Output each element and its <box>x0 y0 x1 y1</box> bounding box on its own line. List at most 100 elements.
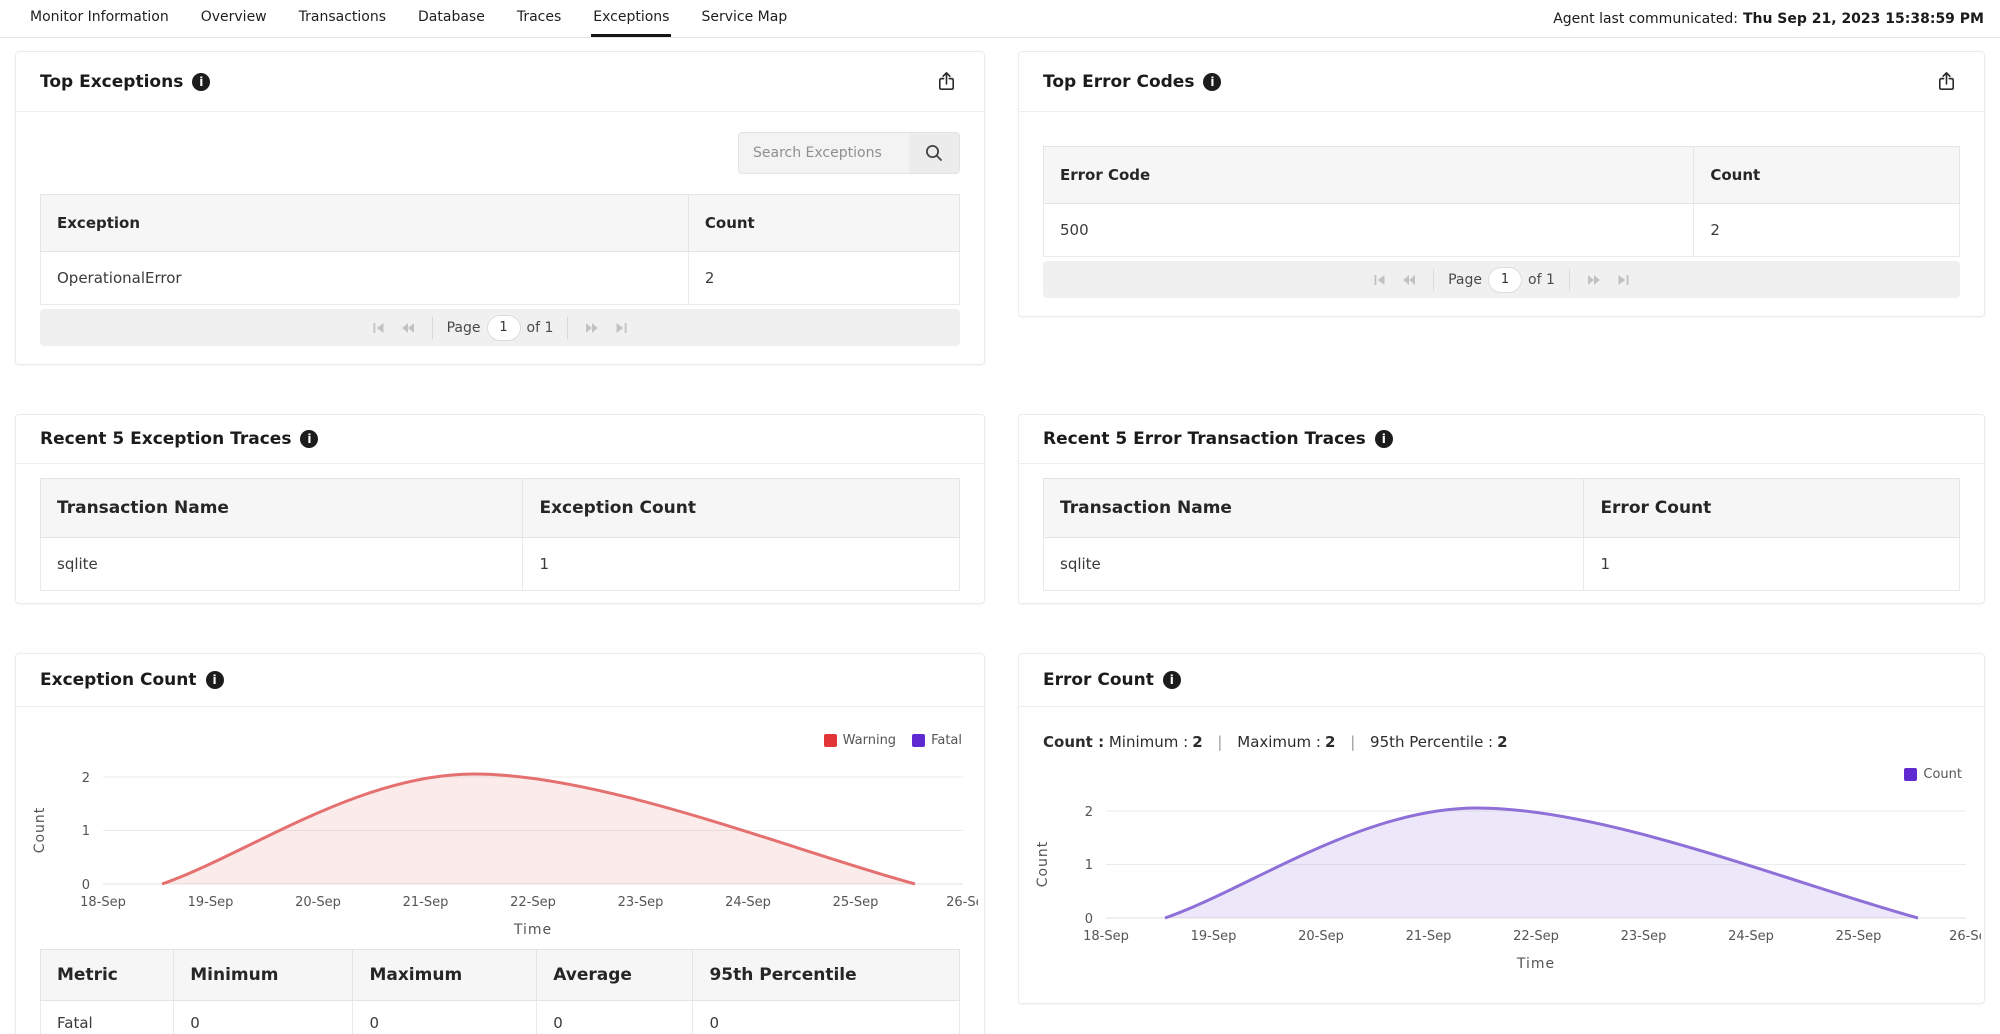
next-page-button[interactable] <box>1584 271 1604 289</box>
agent-label: Agent last communicated: <box>1553 11 1738 27</box>
summary-max-value: 2 <box>1325 733 1335 751</box>
last-page-button[interactable] <box>612 319 631 337</box>
cell-average: 0 <box>537 1001 693 1034</box>
panel-header: Top Error Codes i <box>1019 52 1984 111</box>
column-header-exception: Exception <box>41 195 689 252</box>
table-header-row: Transaction Name Error Count <box>1044 479 1960 538</box>
first-page-button[interactable] <box>1370 271 1389 289</box>
info-icon[interactable]: i <box>206 671 224 689</box>
search-icon <box>924 143 944 163</box>
cell-error-code: 500 <box>1044 204 1694 257</box>
panel-header: Error Count i <box>1019 654 1984 706</box>
warning-series-area <box>162 774 915 884</box>
recent-error-traces-table: Transaction Name Error Count sqlite 1 <box>1043 478 1960 591</box>
y-axis-title: Count <box>1035 841 1051 888</box>
y-tick: 1 <box>1085 858 1093 873</box>
cell-transaction-name: sqlite <box>41 538 523 591</box>
last-page-icon <box>1617 274 1630 286</box>
pagination-separator <box>1569 269 1570 291</box>
page-number-input[interactable] <box>487 315 521 341</box>
legend-item-warning[interactable]: Warning <box>824 733 896 748</box>
error-count-chart: 2 1 0 18-Sep 19-Sep 20-Sep 21-Sep 22-Sep… <box>1031 788 1981 973</box>
previous-page-button[interactable] <box>1399 271 1419 289</box>
y-tick: 2 <box>82 771 90 786</box>
summary-min-value: 2 <box>1192 733 1202 751</box>
tab-monitor-information[interactable]: Monitor Information <box>28 0 171 37</box>
summary-p95-value: 2 <box>1497 733 1507 751</box>
info-icon[interactable]: i <box>1163 671 1181 689</box>
x-tick: 20-Sep <box>1298 929 1344 944</box>
info-icon[interactable]: i <box>1375 430 1393 448</box>
previous-page-button[interactable] <box>398 319 418 337</box>
top-exceptions-table: Exception Count OperationalError 2 <box>40 194 960 305</box>
y-tick: 1 <box>82 824 90 839</box>
table-row[interactable]: OperationalError 2 <box>41 252 960 305</box>
cell-exception-name: OperationalError <box>41 252 689 305</box>
info-icon[interactable]: i <box>300 430 318 448</box>
column-header-count: Count <box>1694 147 1960 204</box>
x-tick: 23-Sep <box>618 895 664 910</box>
first-page-icon <box>1373 274 1386 286</box>
column-header-transaction-name: Transaction Name <box>1044 479 1584 538</box>
x-tick: 24-Sep <box>725 895 771 910</box>
pagination-separator <box>432 317 433 339</box>
search-button[interactable] <box>909 133 959 173</box>
table-row[interactable]: 500 2 <box>1044 204 1960 257</box>
panel-header: Top Exceptions i <box>16 52 984 111</box>
tab-overview[interactable]: Overview <box>199 0 269 37</box>
legend-label: Count <box>1923 767 1962 782</box>
tab-service-map[interactable]: Service Map <box>699 0 789 37</box>
tab-transactions[interactable]: Transactions <box>297 0 388 37</box>
x-axis-title: Time <box>1516 956 1555 972</box>
panel-title: Error Count <box>1043 670 1154 690</box>
export-button[interactable] <box>933 68 960 95</box>
tab-database[interactable]: Database <box>416 0 487 37</box>
panel-exception-count: Exception Count i Warning Fatal 2 1 0 18… <box>15 653 985 1034</box>
x-tick: 21-Sep <box>1406 929 1452 944</box>
chart-legend: Warning Fatal <box>16 733 962 748</box>
top-nav: Monitor Information Overview Transaction… <box>0 0 2000 38</box>
exception-count-chart: 2 1 0 18-Sep 19-Sep 20-Sep 21-Sep 22-Sep… <box>28 754 978 939</box>
info-icon[interactable]: i <box>192 73 210 91</box>
summary-max-label: Maximum : <box>1237 733 1321 751</box>
chart-legend: Count <box>1019 767 1962 782</box>
x-tick: 25-Sep <box>833 895 879 910</box>
table-row[interactable]: sqlite 1 <box>1044 538 1960 591</box>
next-page-icon <box>585 322 599 334</box>
x-tick: 20-Sep <box>295 895 341 910</box>
y-axis-title: Count <box>32 807 48 854</box>
page-number-input[interactable] <box>1488 267 1522 293</box>
dashboard-grid: Top Exceptions i <box>0 38 2000 1034</box>
column-header-average: Average <box>537 950 693 1001</box>
table-header-row: Transaction Name Exception Count <box>41 479 960 538</box>
info-icon[interactable]: i <box>1203 73 1221 91</box>
last-page-button[interactable] <box>1614 271 1633 289</box>
legend-item-count[interactable]: Count <box>1904 767 1962 782</box>
column-header-metric: Metric <box>41 950 174 1001</box>
panel-top-exceptions: Top Exceptions i <box>15 51 985 365</box>
exception-stats-table: Metric Minimum Maximum Average 95th Perc… <box>40 949 960 1034</box>
x-tick: 26-Sep <box>946 895 978 910</box>
first-page-button[interactable] <box>369 319 388 337</box>
cell-error-count: 2 <box>1694 204 1960 257</box>
export-button[interactable] <box>1933 68 1960 95</box>
error-count-summary: Count : Minimum :2 | Maximum :2 | 95th P… <box>1043 733 1984 751</box>
pagination-separator <box>567 317 568 339</box>
x-tick: 18-Sep <box>1083 929 1129 944</box>
previous-page-icon <box>401 322 415 334</box>
cell-exception-count: 2 <box>688 252 959 305</box>
panel-title: Top Exceptions <box>40 72 183 92</box>
table-row: Fatal 0 0 0 0 <box>41 1001 960 1034</box>
previous-page-icon <box>1402 274 1416 286</box>
table-row[interactable]: sqlite 1 <box>41 538 960 591</box>
search-exceptions-input[interactable] <box>739 133 909 173</box>
next-page-button[interactable] <box>582 319 602 337</box>
tab-exceptions[interactable]: Exceptions <box>591 0 671 37</box>
tab-traces[interactable]: Traces <box>515 0 563 37</box>
legend-item-fatal[interactable]: Fatal <box>912 733 962 748</box>
table-header-row: Exception Count <box>41 195 960 252</box>
legend-label: Warning <box>843 733 896 748</box>
panel-error-count: Error Count i Count : Minimum :2 | Maxim… <box>1018 653 1985 1004</box>
search-box <box>738 132 960 174</box>
x-tick: 19-Sep <box>1191 929 1237 944</box>
